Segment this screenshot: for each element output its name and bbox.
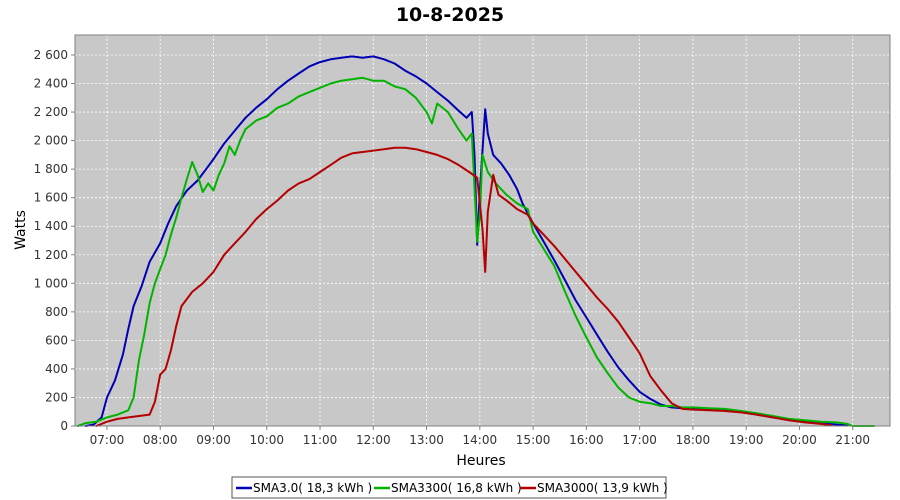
legend-label: SMA3300( 16,8 kWh ) [391, 481, 522, 495]
plot-frame [74, 34, 891, 427]
chart-title: 10-8-2025 [396, 4, 504, 26]
y-axis-label: Watts [13, 210, 29, 250]
y-tick-label: 1 600 [34, 191, 68, 205]
x-tick-label: 14:00 [463, 433, 498, 447]
series-line-2 [76, 76, 875, 427]
series-line-3 [95, 146, 833, 427]
x-tick-label: 19:00 [729, 433, 764, 447]
x-tick-label: 17:00 [622, 433, 657, 447]
y-tick-label: 800 [45, 305, 68, 319]
x-tick-label: 15:00 [516, 433, 551, 447]
x-tick-label: 16:00 [569, 433, 604, 447]
y-tick-label: 200 [45, 390, 68, 404]
x-tick-label: 10:00 [249, 433, 284, 447]
y-tick-label: 600 [45, 333, 68, 347]
legend-box [231, 476, 667, 499]
y-tick-label: 400 [45, 362, 68, 376]
x-tick-label: 11:00 [303, 433, 338, 447]
legend: SMA3.0( 18,3 kWh ) SMA3300( 16,8 kWh ) SMA… [231, 476, 668, 499]
series-layer [76, 55, 875, 427]
x-tick-label: 18:00 [676, 433, 711, 447]
x-axis-label: Heures [456, 453, 505, 469]
y-tick-label: 2 200 [34, 105, 68, 119]
legend-label: SMA3.0( 18,3 kWh ) [253, 481, 372, 495]
axes: 0 200 400 600 800 1 000 1 200 1 400 1 600 1 800 2 … [34, 48, 870, 447]
x-tick-label: 08:00 [143, 433, 178, 447]
y-tick-label: 1 400 [34, 219, 68, 233]
legend-label: SMA3000( 13,9 kWh ) [537, 481, 668, 495]
y-tick-label: 1 200 [34, 248, 68, 262]
y-tick-label: 2 000 [34, 134, 68, 148]
x-tick-label: 07:00 [90, 433, 125, 447]
x-tick-label: 20:00 [782, 433, 817, 447]
y-tick-label: 2 400 [34, 77, 68, 91]
y-tick-label: 1 800 [34, 162, 68, 176]
x-tick-label: 09:00 [196, 433, 231, 447]
x-tick-label: 13:00 [409, 433, 444, 447]
y-tick-label: 0 [60, 419, 68, 433]
y-tick-label: 1 000 [34, 276, 68, 290]
x-tick-label: 21:00 [835, 433, 870, 447]
y-tick-label: 2 600 [34, 48, 68, 62]
x-tick-label: 12:00 [356, 433, 391, 447]
